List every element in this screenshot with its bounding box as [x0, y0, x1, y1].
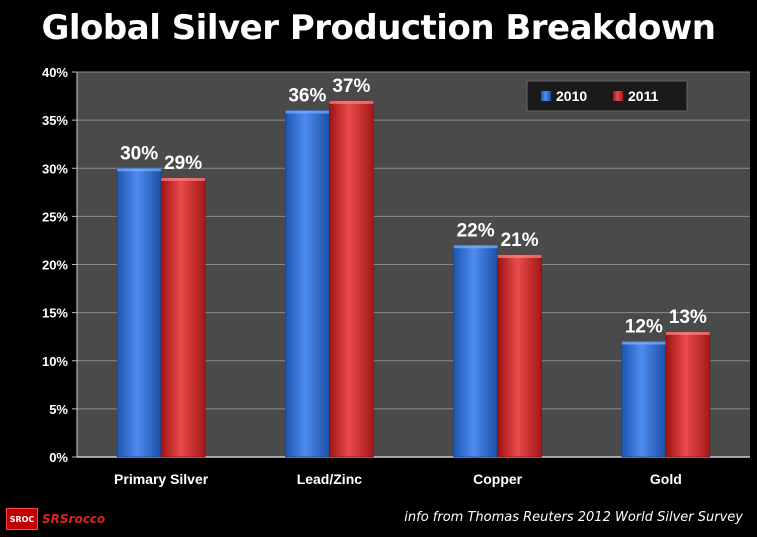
logo: SROC SRSrocco — [6, 508, 105, 530]
bar-2010-copper — [453, 244, 498, 458]
data-label: 29% — [164, 153, 202, 174]
data-label: 22% — [457, 220, 495, 241]
data-label: 37% — [332, 76, 370, 97]
bar-top-highlight — [497, 254, 542, 258]
logo-text: SRSrocco — [42, 512, 106, 526]
source-note: info from Thomas Reuters 2012 World Silv… — [404, 510, 743, 525]
x-category-label: Primary Silver — [114, 471, 209, 487]
bar-2010-lead-zinc — [285, 110, 330, 458]
bar-top-highlight — [453, 245, 498, 249]
bar-top-highlight — [117, 168, 162, 172]
x-category-label: Copper — [473, 471, 523, 487]
y-tick-label: 5% — [49, 402, 68, 417]
bar-2010-gold — [621, 341, 667, 458]
bar-2011-lead-zinc — [329, 100, 374, 458]
bar-top-highlight — [621, 341, 666, 345]
data-label: 30% — [120, 143, 158, 164]
legend-label-2011: 2011 — [628, 88, 659, 104]
y-tick-label: 35% — [42, 113, 68, 128]
bar-chart: 0% 5% 10% 15% 20% 25% 30% 35% 40% 30% 29% Primary S… — [42, 65, 750, 487]
data-label: 21% — [501, 230, 539, 251]
y-tick-label: 25% — [42, 209, 68, 224]
y-tick-label: 0% — [49, 450, 68, 465]
bar-2011-copper — [497, 254, 542, 458]
y-tick-label: 10% — [42, 354, 68, 369]
logo-badge: SROC — [6, 508, 38, 530]
y-tick-label: 20% — [42, 258, 68, 273]
bar-2011-gold — [665, 331, 711, 458]
bar-top-highlight — [161, 177, 206, 181]
bar-top-highlight — [285, 110, 330, 114]
legend-swatch-2010 — [541, 91, 551, 101]
bar-top-highlight — [665, 331, 710, 335]
x-category-label: Lead/Zinc — [297, 471, 363, 487]
legend — [526, 80, 688, 112]
bar-top-highlight — [329, 100, 374, 104]
data-label: 13% — [669, 307, 707, 328]
bar-2011-primary-silver — [160, 177, 206, 458]
y-tick-label: 40% — [42, 65, 68, 80]
legend-label-2010: 2010 — [556, 88, 587, 104]
bar-2010-primary-silver — [116, 167, 162, 458]
data-label: 36% — [288, 86, 326, 107]
y-tick-label: 15% — [42, 306, 68, 321]
x-category-label: Gold — [650, 471, 682, 487]
y-tick-label: 30% — [42, 161, 68, 176]
data-label: 12% — [625, 317, 663, 338]
chart-title: Global Silver Production Breakdown — [41, 8, 716, 48]
legend-swatch-2011 — [613, 91, 623, 101]
